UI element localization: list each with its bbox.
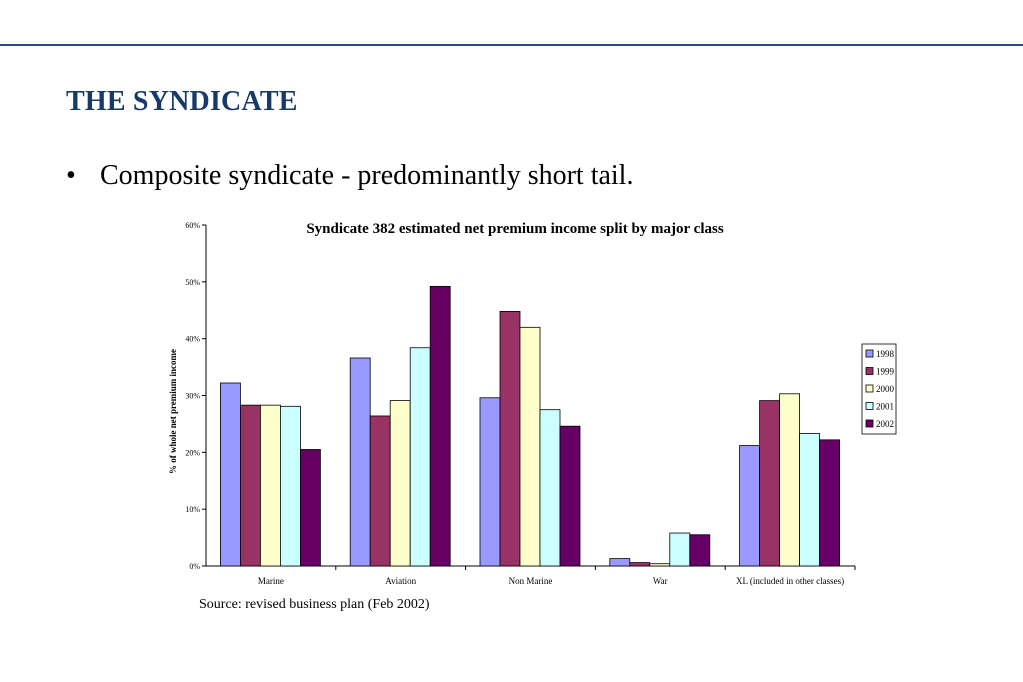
legend-label: 2001 xyxy=(876,402,894,412)
bar-2002 xyxy=(559,425,581,567)
legend-swatch xyxy=(865,367,874,375)
bar-1999 xyxy=(239,404,261,567)
chart-bars xyxy=(219,285,840,567)
bar-2001 xyxy=(669,532,691,567)
legend-swatch xyxy=(865,384,874,393)
bar-2001 xyxy=(799,433,820,567)
bar-1998 xyxy=(479,397,501,567)
legend-label: 2000 xyxy=(876,384,895,394)
legend-swatch xyxy=(865,402,874,410)
bullet-item: • Composite syndicate - predominantly sho… xyxy=(66,160,633,192)
bar-2000 xyxy=(259,404,281,567)
x-tick-label: Marine xyxy=(258,576,284,586)
bar-1998 xyxy=(609,558,631,567)
y-tick-label: 30% xyxy=(185,392,200,401)
bar-2002 xyxy=(429,285,451,567)
legend-label: 1998 xyxy=(876,349,895,359)
bar-1999 xyxy=(499,310,521,567)
y-tick-label: 20% xyxy=(185,448,200,457)
y-tick-label: 60% xyxy=(185,221,200,230)
bar-2000 xyxy=(389,400,411,567)
bullet-icon: • xyxy=(66,160,76,191)
bar-2002 xyxy=(819,439,840,567)
bar-2002 xyxy=(689,534,711,567)
bar-1999 xyxy=(629,562,651,567)
legend-swatch xyxy=(865,419,874,428)
bar-1999 xyxy=(759,400,780,567)
bar-1998 xyxy=(739,445,760,567)
y-tick-label: 40% xyxy=(185,335,200,344)
y-tick-label: 10% xyxy=(185,505,200,514)
x-tick-label: Aviation xyxy=(385,576,416,586)
bar-1999 xyxy=(369,415,391,567)
x-tick-label: War xyxy=(653,576,668,586)
bar-2001 xyxy=(539,409,561,567)
y-axis-title: % of whole net premium income xyxy=(168,349,178,474)
bar-2000 xyxy=(519,326,541,567)
source-note: Source: revised business plan (Feb 2002) xyxy=(199,597,430,612)
bar-1998 xyxy=(349,357,371,567)
chart-title: Syndicate 382 estimated net premium inco… xyxy=(306,221,724,237)
x-tick-label: XL (included in other classes) xyxy=(736,576,844,586)
legend-swatch xyxy=(865,349,874,358)
bar-2000 xyxy=(779,393,800,567)
legend-label: 2002 xyxy=(876,419,894,429)
slide-title: THE SYNDICATE xyxy=(66,86,298,117)
y-tick-label: 0% xyxy=(189,562,200,571)
bar-2002 xyxy=(299,449,321,567)
chart-legend: 1998 1999 2000 2001 2002 xyxy=(861,343,897,435)
bar-2000 xyxy=(649,563,671,567)
bullet-text: Composite syndicate - predominantly shor… xyxy=(100,160,634,191)
bar-1998 xyxy=(219,382,241,567)
x-tick-label: Non Marine xyxy=(509,576,553,586)
bar-2001 xyxy=(279,405,301,567)
bar-2001 xyxy=(409,347,431,567)
legend-label: 1999 xyxy=(876,367,895,377)
header-rule xyxy=(0,44,1023,46)
y-tick-label: 50% xyxy=(185,278,200,287)
chart-labels: 0% 10% 20% 30% 40% 50% 60% % of whole net premi… xyxy=(168,221,844,586)
